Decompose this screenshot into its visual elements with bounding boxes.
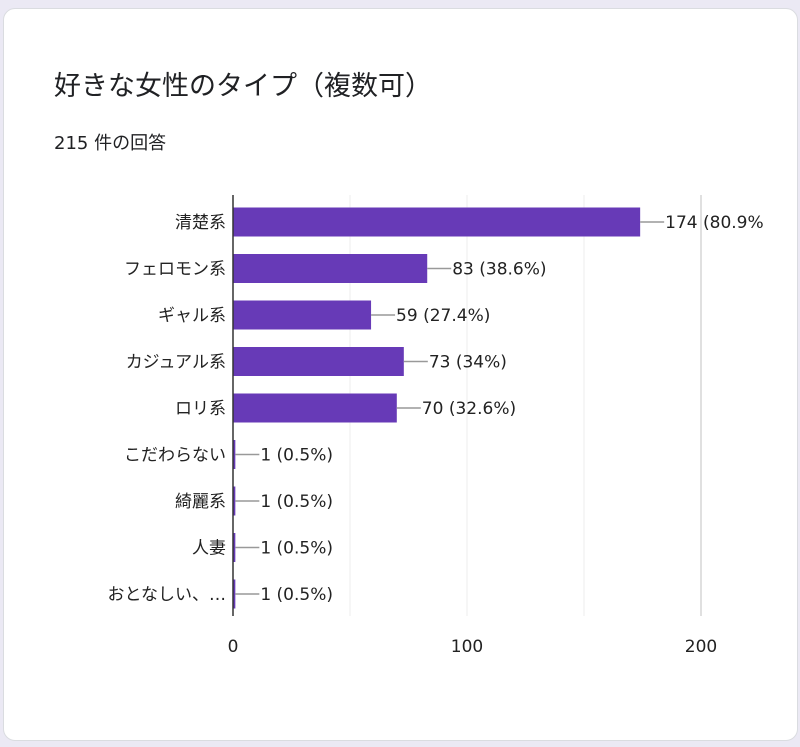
category-label: 清楚系 (175, 213, 226, 233)
bar (233, 393, 397, 423)
bar (233, 579, 236, 609)
x-tick-label: 200 (685, 637, 717, 657)
bar (233, 347, 404, 376)
response-count: 215 件の回答 (54, 133, 167, 154)
data-label: 1 (0.5%) (260, 539, 333, 559)
bar (233, 254, 428, 283)
data-label: 59 (27.4%) (396, 306, 490, 326)
question-title: 好きな女性のタイプ（複数可） (54, 71, 432, 102)
bar-chart: 0 100 200 清楚系 174 (80.9% フェロモン系 83 (38.6%) ギャル系… (108, 195, 764, 657)
data-label: 73 (34%) (429, 353, 507, 373)
category-label: 人妻 (192, 539, 226, 559)
category-label: ギャル系 (158, 306, 226, 326)
bar (233, 207, 641, 237)
bar (233, 533, 236, 562)
data-label: 1 (0.5%) (260, 492, 333, 512)
x-tick-label: 0 (228, 637, 239, 657)
category-label: 綺麗系 (175, 492, 226, 512)
bar (233, 300, 372, 330)
category-label: おとなしい、… (108, 585, 227, 605)
bar (233, 440, 236, 469)
data-label: 70 (32.6%) (422, 399, 516, 419)
category-label: こだわらない (124, 446, 226, 466)
category-label: フェロモン系 (124, 260, 226, 280)
x-tick-label: 100 (451, 637, 483, 657)
data-label: 83 (38.6%) (452, 260, 546, 280)
category-label: カジュアル系 (126, 353, 226, 373)
category-label: ロリ系 (175, 399, 226, 419)
data-label: 1 (0.5%) (260, 585, 333, 605)
bar (233, 486, 236, 516)
data-label: 1 (0.5%) (260, 446, 333, 466)
data-label: 174 (80.9% (665, 213, 764, 233)
